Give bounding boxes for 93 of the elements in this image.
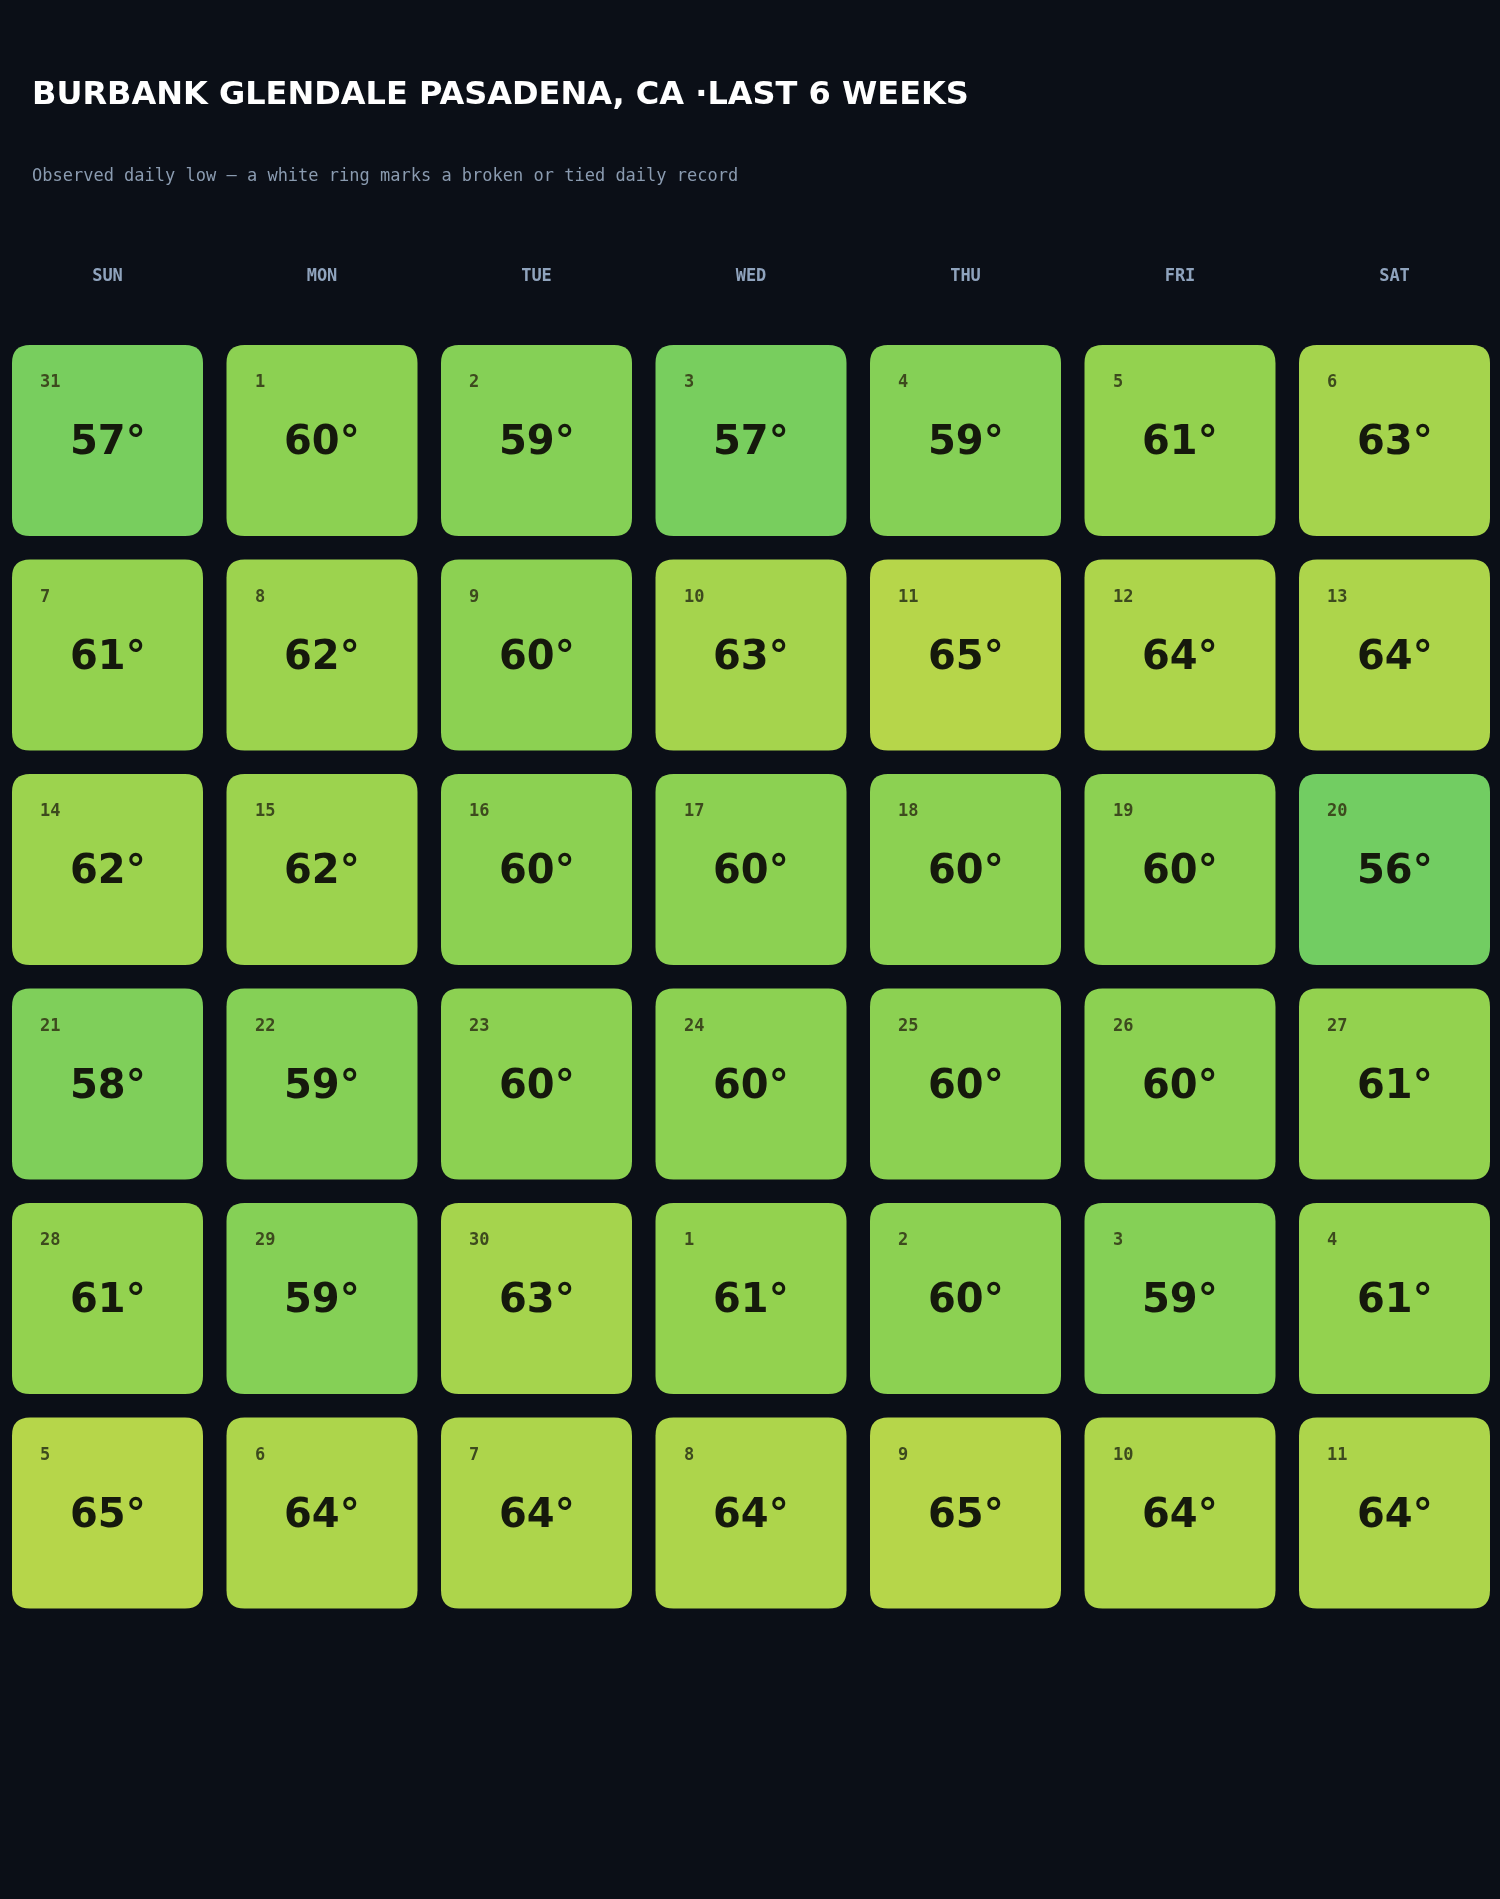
annotation: 3 (684, 371, 695, 391)
annotation: 25 (898, 1015, 919, 1035)
data-label: 59° (1142, 1275, 1218, 1321)
annotation: 28 (40, 1229, 61, 1249)
data-label: 64° (1142, 1490, 1218, 1536)
annotation: 26 (1113, 1015, 1134, 1035)
data-label: 64° (1357, 632, 1433, 678)
data-label: 64° (1357, 1490, 1433, 1536)
annotation: 18 (898, 800, 919, 820)
x-tick-label: SAT (1379, 265, 1410, 286)
data-label: 60° (284, 417, 360, 463)
annotation: 7 (469, 1444, 480, 1464)
data-label: 63° (499, 1275, 575, 1321)
annotation: 6 (255, 1444, 266, 1464)
annotation: 20 (1327, 800, 1348, 820)
annotation: 2 (898, 1229, 909, 1249)
annotation: 1 (684, 1229, 695, 1249)
annotation: 4 (1327, 1229, 1338, 1249)
annotation: 6 (1327, 371, 1338, 391)
annotation: 17 (684, 800, 705, 820)
annotation: 7 (40, 586, 51, 606)
data-label: 61° (1357, 1275, 1433, 1321)
annotation: 12 (1113, 586, 1134, 606)
data-label: 62° (284, 632, 360, 678)
data-label: 65° (928, 632, 1004, 678)
data-label: 60° (1142, 846, 1218, 892)
data-label: 56° (1357, 846, 1433, 892)
data-label: 62° (70, 846, 146, 892)
data-label: 64° (499, 1490, 575, 1536)
data-label: 65° (70, 1490, 146, 1536)
data-label: 64° (713, 1490, 789, 1536)
data-label: 61° (1357, 1061, 1433, 1107)
data-label: 64° (284, 1490, 360, 1536)
annotation: 14 (40, 800, 61, 820)
annotation: 8 (255, 586, 266, 606)
data-label: 57° (70, 417, 146, 463)
data-label: 60° (928, 1275, 1004, 1321)
annotation: 9 (469, 586, 480, 606)
data-label: 58° (70, 1061, 146, 1107)
data-label: 60° (499, 1061, 575, 1107)
annotation: 31 (40, 371, 61, 391)
x-tick-label: FRI (1164, 265, 1196, 286)
data-label: 60° (713, 846, 789, 892)
data-label: 61° (1142, 417, 1218, 463)
data-label: 60° (499, 846, 575, 892)
data-label: 61° (70, 632, 146, 678)
annotation: 3 (1113, 1229, 1124, 1249)
data-label: 65° (928, 1490, 1004, 1536)
annotation: 1 (255, 371, 266, 391)
x-tick-label: WED (735, 265, 767, 286)
annotation: 29 (255, 1229, 276, 1249)
annotation: 30 (469, 1229, 490, 1249)
annotation: 19 (1113, 800, 1134, 820)
annotation: 15 (255, 800, 276, 820)
annotation: 11 (1327, 1444, 1348, 1464)
chart-subtitle: Observed daily low — a white ring marks a broken or tied daily record (32, 165, 739, 185)
chart-title: BURBANK GLENDALE PASADENA, CA ·LAST 6 WEEKS (32, 74, 969, 112)
annotation: 9 (898, 1444, 909, 1464)
annotation: 10 (684, 586, 705, 606)
x-tick-label: THU (950, 265, 981, 286)
annotation: 4 (898, 371, 909, 391)
x-tick-label: MON (306, 265, 338, 286)
data-label: 60° (499, 632, 575, 678)
data-label: 64° (1142, 632, 1218, 678)
data-label: 59° (284, 1061, 360, 1107)
annotation: 5 (1113, 371, 1124, 391)
annotation: 27 (1327, 1015, 1348, 1035)
data-label: 62° (284, 846, 360, 892)
data-label: 57° (713, 417, 789, 463)
data-label: 60° (928, 1061, 1004, 1107)
annotation: 16 (469, 800, 490, 820)
annotation: 21 (40, 1015, 61, 1035)
data-label: 59° (284, 1275, 360, 1321)
annotation: 5 (40, 1444, 51, 1464)
annotation: 2 (469, 371, 480, 391)
data-label: 61° (70, 1275, 146, 1321)
annotation: 11 (898, 586, 919, 606)
x-tick-label: SUN (92, 265, 123, 286)
data-label: 60° (928, 846, 1004, 892)
data-label: 63° (1357, 417, 1433, 463)
annotation: 24 (684, 1015, 705, 1035)
data-label: 60° (713, 1061, 789, 1107)
x-tick-label: TUE (521, 265, 552, 286)
data-label: 59° (499, 417, 575, 463)
data-label: 60° (1142, 1061, 1218, 1107)
annotation: 8 (684, 1444, 695, 1464)
annotation: 23 (469, 1015, 490, 1035)
annotation: 10 (1113, 1444, 1134, 1464)
annotation: 13 (1327, 586, 1348, 606)
data-label: 59° (928, 417, 1004, 463)
data-label: 61° (713, 1275, 789, 1321)
annotation: 22 (255, 1015, 276, 1035)
data-label: 63° (713, 632, 789, 678)
